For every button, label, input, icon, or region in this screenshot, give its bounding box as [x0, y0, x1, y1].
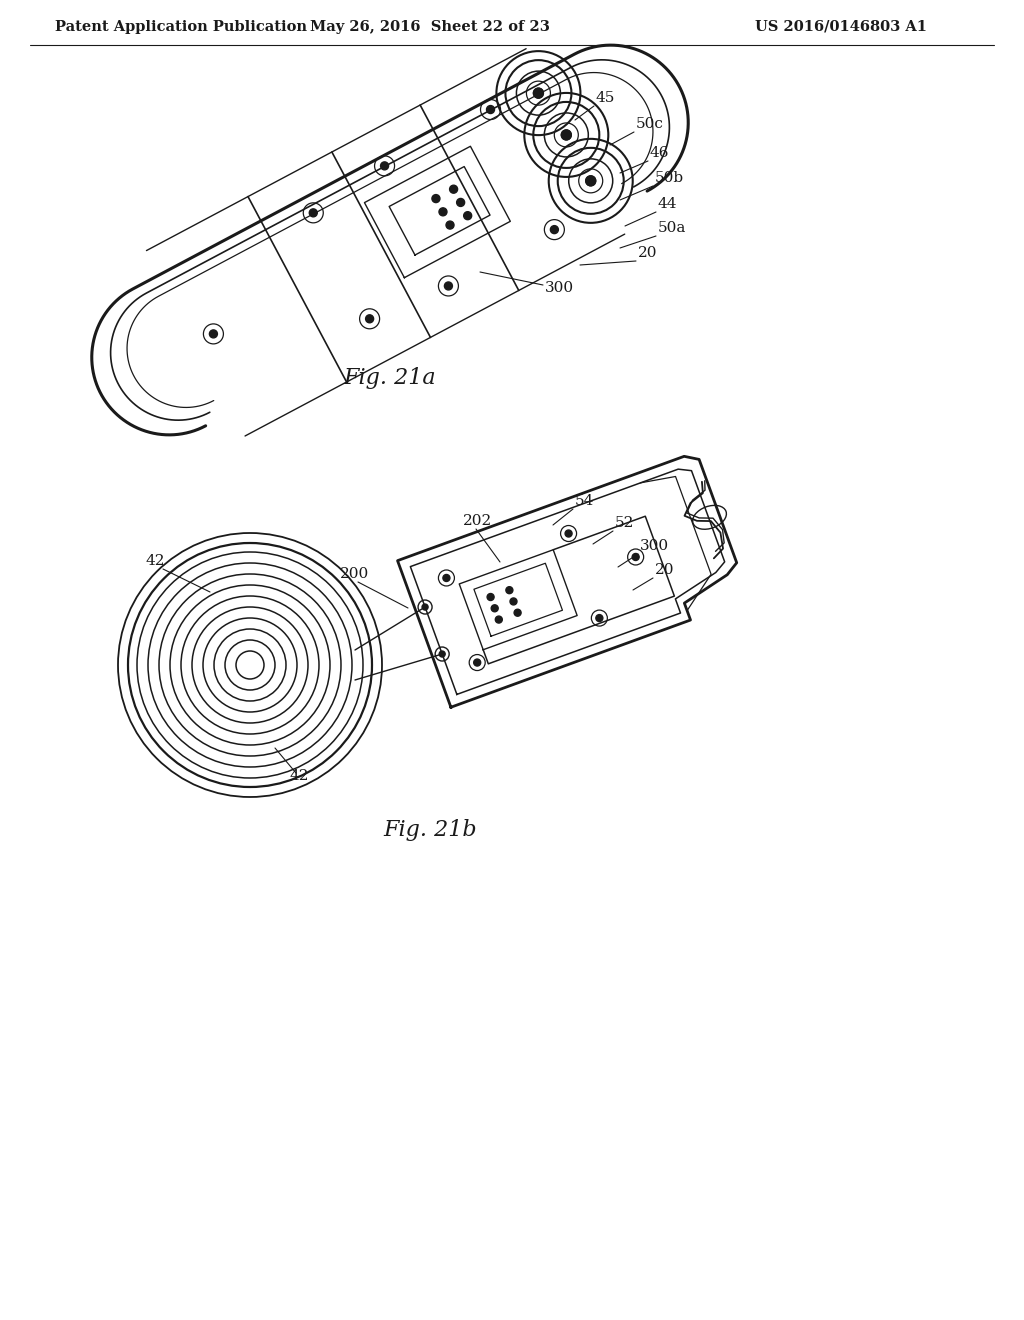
Text: 45: 45 [596, 91, 615, 106]
Text: 300: 300 [545, 281, 574, 294]
Circle shape [487, 594, 495, 601]
Text: 20: 20 [655, 564, 675, 577]
Text: 300: 300 [640, 539, 669, 553]
Circle shape [492, 605, 499, 611]
Circle shape [439, 207, 447, 216]
Circle shape [534, 88, 544, 98]
Circle shape [550, 226, 558, 234]
Text: 42: 42 [145, 554, 165, 568]
Circle shape [443, 574, 450, 582]
Text: 20: 20 [638, 246, 657, 260]
Circle shape [422, 605, 428, 610]
Circle shape [464, 211, 472, 219]
Circle shape [496, 616, 503, 623]
Text: 52: 52 [615, 516, 635, 531]
Text: Fig. 21b: Fig. 21b [383, 818, 477, 841]
Circle shape [381, 162, 388, 170]
Text: 202: 202 [463, 513, 493, 528]
Text: Fig. 21a: Fig. 21a [344, 367, 436, 389]
Circle shape [450, 185, 458, 193]
Circle shape [596, 615, 603, 622]
Text: US 2016/0146803 A1: US 2016/0146803 A1 [755, 20, 927, 34]
Circle shape [446, 220, 454, 230]
Text: May 26, 2016  Sheet 22 of 23: May 26, 2016 Sheet 22 of 23 [310, 20, 550, 34]
Text: 50a: 50a [658, 220, 686, 235]
Circle shape [561, 129, 571, 140]
Circle shape [586, 176, 596, 186]
Text: 46: 46 [650, 147, 670, 160]
Text: Patent Application Publication: Patent Application Publication [55, 20, 307, 34]
Circle shape [457, 198, 465, 206]
Text: 200: 200 [340, 568, 370, 581]
Circle shape [439, 651, 445, 657]
Circle shape [309, 209, 317, 216]
Text: 54: 54 [575, 494, 594, 508]
Circle shape [366, 314, 374, 323]
Text: 50c: 50c [636, 117, 664, 131]
Circle shape [510, 598, 517, 605]
Circle shape [486, 106, 495, 114]
Text: 44: 44 [658, 197, 678, 211]
Circle shape [632, 553, 639, 561]
Text: 42: 42 [290, 770, 309, 783]
Circle shape [514, 610, 521, 616]
Circle shape [474, 659, 480, 667]
Circle shape [432, 194, 440, 202]
Circle shape [444, 282, 453, 290]
Circle shape [210, 330, 217, 338]
Circle shape [506, 586, 513, 594]
Circle shape [565, 531, 572, 537]
Text: 50b: 50b [655, 172, 684, 185]
